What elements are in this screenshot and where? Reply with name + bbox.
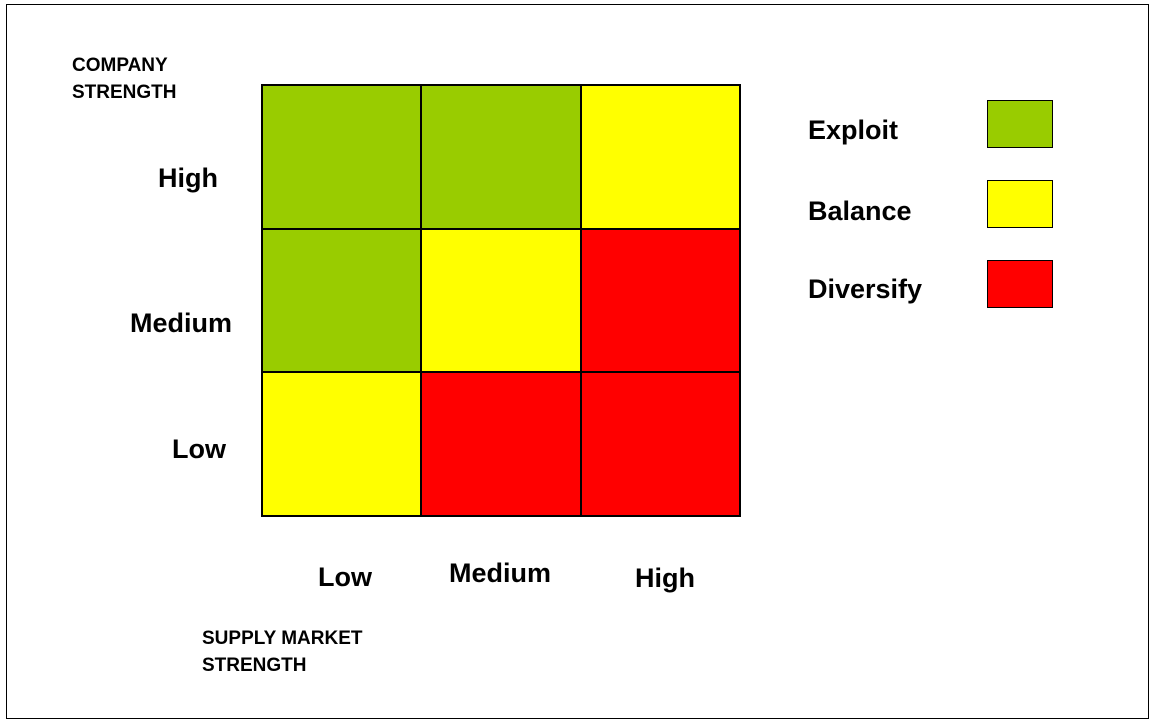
matrix-cell-diversify	[421, 372, 581, 516]
matrix-cell-diversify	[580, 372, 740, 516]
matrix-cell-exploit	[421, 85, 581, 229]
matrix-cell-balance	[421, 228, 581, 373]
y-level-low: Low	[172, 434, 226, 464]
matrix-cell-diversify	[580, 228, 740, 373]
y-level-medium: Medium	[129, 308, 232, 338]
strategy-matrix	[261, 84, 741, 517]
x-axis-title: SUPPLY MARKET STRENGTH	[202, 625, 362, 679]
matrix-cell-exploit	[262, 85, 422, 229]
x-axis-title-line1: SUPPLY MARKET	[202, 628, 363, 649]
y-level-high: High	[158, 163, 218, 193]
x-level-low: Low	[318, 562, 372, 592]
legend-label-diversify: Diversify	[808, 274, 923, 304]
matrix-cell-balance	[580, 85, 740, 229]
y-axis-title: COMPANY STRENGTH	[72, 52, 177, 106]
legend-swatch-diversify	[987, 260, 1053, 308]
matrix-cell-exploit	[262, 228, 422, 373]
y-axis-title-line2: STRENGTH	[72, 82, 177, 103]
x-level-high: High	[635, 563, 695, 593]
legend-label-exploit: Exploit	[808, 115, 899, 145]
matrix-cell-balance	[262, 372, 422, 516]
x-axis-title-line2: STRENGTH	[202, 655, 307, 676]
y-axis-title-line1: COMPANY	[72, 55, 168, 76]
x-level-medium: Medium	[448, 558, 551, 588]
legend-swatch-exploit	[987, 100, 1053, 148]
legend-swatch-balance	[987, 180, 1053, 228]
diagram-frame	[6, 4, 1149, 719]
legend-label-balance: Balance	[808, 196, 912, 226]
